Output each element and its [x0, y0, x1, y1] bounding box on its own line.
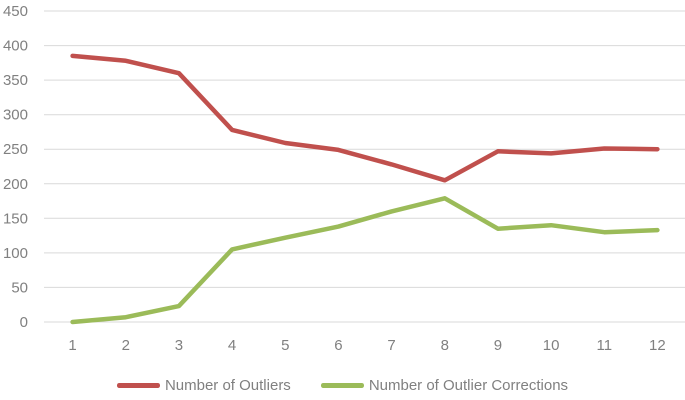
x-tick-label: 5: [281, 337, 289, 354]
y-tick-label: 250: [3, 141, 28, 158]
legend-swatch-icon: [116, 383, 160, 388]
y-tick-label: 150: [3, 210, 28, 227]
x-tick-label: 2: [122, 337, 130, 354]
x-tick-label: 12: [649, 337, 666, 354]
series-line-number-of-outlier-corrections: [70, 196, 660, 325]
y-tick-label: 450: [3, 3, 28, 20]
y-tick-label: 400: [3, 38, 28, 55]
x-tick-label: 7: [387, 337, 395, 354]
y-tick-label: 0: [20, 314, 28, 331]
legend-item-label: Number of Outlier Corrections: [368, 377, 569, 394]
series-line-number-of-outliers: [70, 53, 660, 183]
gridlines: [44, 10, 685, 323]
x-tick-label: 6: [334, 337, 342, 354]
legend: Number of Outliers Number of Outlier Corr…: [0, 377, 685, 394]
legend-item: Number of Outlier Corrections: [320, 377, 569, 394]
legend-item-label: Number of Outliers: [164, 377, 291, 394]
y-tick-label: 300: [3, 107, 28, 124]
x-tick-label: 4: [228, 337, 236, 354]
y-tick-label: 350: [3, 72, 28, 89]
x-axis-labels: 1 2 3 4 5 6 7 8 9 10 11 12: [68, 337, 665, 354]
y-tick-label: 200: [3, 176, 28, 193]
x-tick-label: 1: [68, 337, 76, 354]
x-tick-label: 11: [597, 337, 613, 354]
x-tick-label: 10: [543, 337, 560, 354]
y-tick-label: 100: [3, 245, 28, 262]
y-axis-labels: 0 50 100 150 200 250 300 350 400 450: [3, 3, 28, 331]
legend-swatch-icon: [320, 383, 364, 388]
y-tick-label: 50: [11, 279, 28, 296]
x-tick-label: 3: [175, 337, 183, 354]
x-tick-label: 9: [494, 337, 502, 354]
legend-item: Number of Outliers: [116, 377, 291, 394]
x-tick-label: 8: [441, 337, 449, 354]
